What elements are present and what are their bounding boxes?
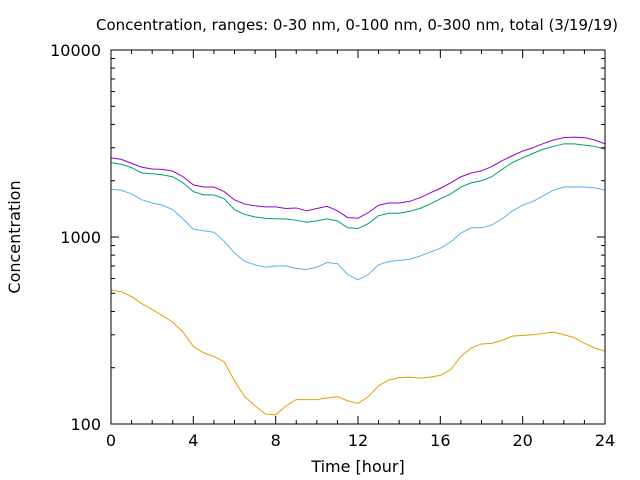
plot-frame [110,49,606,425]
series-line-2 [110,143,606,230]
x-tick-label: 0 [106,431,116,450]
series-line-1 [110,136,606,219]
series-layer [110,136,606,416]
ticks-layer: 0 4 8 12 16 20 24 100 1000 10000 [50,41,615,450]
x-tick-label: 4 [188,431,198,450]
x-tick-label: 20 [512,431,532,450]
y-axis-title: Concentration [5,180,24,293]
y-tick-label: 1000 [60,228,101,247]
x-tick-label: 8 [271,431,281,450]
x-tick-label: 16 [430,431,450,450]
x-tick-label: 24 [595,431,615,450]
x-axis-title: Time [hour] [310,457,404,476]
y-tick-label: 10000 [50,41,101,60]
x-tick-label: 12 [348,431,368,450]
y-tick-label: 100 [70,415,101,434]
series-line-3 [110,186,606,281]
chart-title: Concentration, ranges: 0-30 nm, 0-100 nm… [96,16,618,34]
series-line-4 [110,289,606,416]
